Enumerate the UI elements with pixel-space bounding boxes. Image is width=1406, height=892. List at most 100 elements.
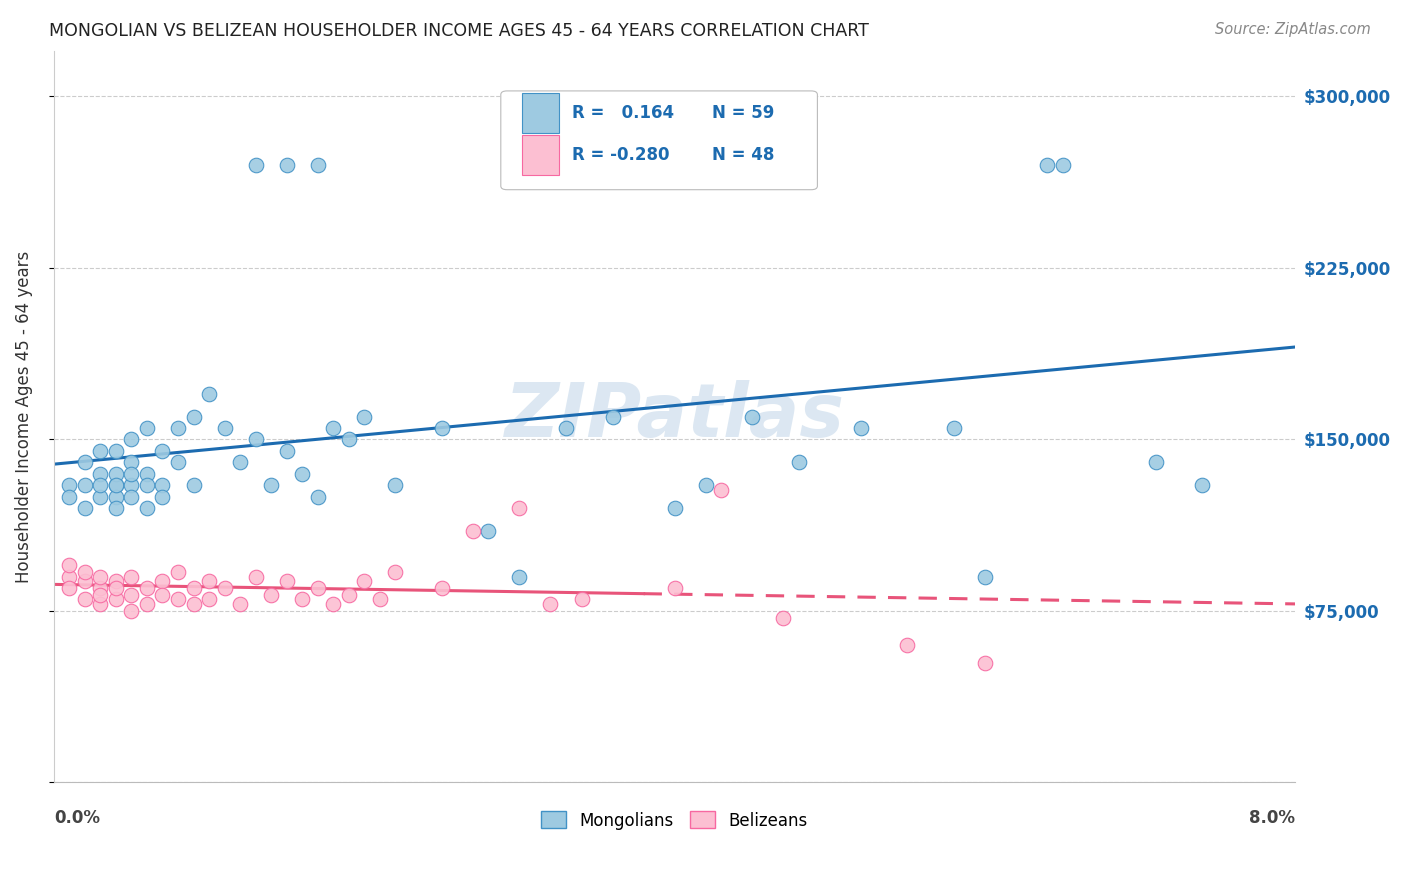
Point bbox=[229, 455, 252, 469]
Point bbox=[89, 490, 111, 504]
Point bbox=[508, 569, 530, 583]
Point bbox=[787, 455, 810, 469]
Point bbox=[245, 433, 267, 447]
Point bbox=[229, 597, 252, 611]
Point bbox=[120, 490, 142, 504]
Point bbox=[183, 581, 205, 595]
Text: N = 59: N = 59 bbox=[711, 103, 775, 122]
Point bbox=[322, 597, 344, 611]
Point bbox=[664, 581, 686, 595]
Point bbox=[120, 455, 142, 469]
Point bbox=[214, 421, 236, 435]
Point bbox=[461, 524, 484, 538]
Point bbox=[353, 409, 375, 424]
Point bbox=[1052, 158, 1074, 172]
Point bbox=[508, 500, 530, 515]
Point bbox=[198, 592, 221, 607]
Point bbox=[183, 478, 205, 492]
Point bbox=[245, 158, 267, 172]
Point bbox=[664, 158, 686, 172]
Point bbox=[89, 478, 111, 492]
Point bbox=[104, 500, 127, 515]
Point bbox=[58, 581, 80, 595]
Point bbox=[104, 467, 127, 481]
Point bbox=[291, 592, 314, 607]
Point bbox=[1144, 455, 1167, 469]
Point bbox=[58, 490, 80, 504]
Point bbox=[167, 592, 190, 607]
Point bbox=[307, 581, 329, 595]
Point bbox=[152, 588, 174, 602]
Point bbox=[58, 558, 80, 573]
Point bbox=[664, 500, 686, 515]
Point bbox=[89, 588, 111, 602]
Point bbox=[167, 455, 190, 469]
Point bbox=[104, 490, 127, 504]
Point bbox=[104, 478, 127, 492]
Point bbox=[58, 569, 80, 583]
Point bbox=[152, 574, 174, 589]
Bar bbox=[522, 135, 560, 175]
Point bbox=[73, 565, 96, 579]
Legend: Mongolians, Belizeans: Mongolians, Belizeans bbox=[534, 805, 814, 836]
Point bbox=[943, 421, 966, 435]
Point bbox=[384, 565, 406, 579]
Point bbox=[276, 443, 298, 458]
Point bbox=[198, 386, 221, 401]
Text: R =   0.164: R = 0.164 bbox=[572, 103, 673, 122]
Point bbox=[104, 592, 127, 607]
Point bbox=[772, 611, 794, 625]
Point bbox=[353, 574, 375, 589]
Point bbox=[974, 657, 997, 671]
Point bbox=[1036, 158, 1059, 172]
Point bbox=[849, 421, 872, 435]
Text: 0.0%: 0.0% bbox=[53, 808, 100, 827]
Point bbox=[555, 421, 578, 435]
Point bbox=[136, 478, 159, 492]
Point bbox=[73, 455, 96, 469]
Point bbox=[664, 158, 686, 172]
Point bbox=[167, 421, 190, 435]
Point bbox=[337, 433, 360, 447]
Point bbox=[136, 500, 159, 515]
Bar bbox=[522, 93, 560, 133]
Point bbox=[136, 421, 159, 435]
Point bbox=[120, 569, 142, 583]
Point bbox=[198, 574, 221, 589]
Point bbox=[540, 597, 562, 611]
Point bbox=[260, 588, 283, 602]
Point bbox=[89, 569, 111, 583]
Point bbox=[183, 597, 205, 611]
Point bbox=[104, 478, 127, 492]
Point bbox=[307, 490, 329, 504]
Point bbox=[974, 569, 997, 583]
Point bbox=[291, 467, 314, 481]
Point bbox=[214, 581, 236, 595]
Point bbox=[695, 478, 717, 492]
Text: R = -0.280: R = -0.280 bbox=[572, 146, 669, 164]
Point bbox=[710, 483, 733, 497]
Point bbox=[1191, 478, 1213, 492]
Point bbox=[89, 467, 111, 481]
Point bbox=[183, 409, 205, 424]
Point bbox=[89, 597, 111, 611]
Point bbox=[167, 565, 190, 579]
Text: Source: ZipAtlas.com: Source: ZipAtlas.com bbox=[1215, 22, 1371, 37]
Y-axis label: Householder Income Ages 45 - 64 years: Householder Income Ages 45 - 64 years bbox=[15, 251, 32, 582]
Text: N = 48: N = 48 bbox=[711, 146, 775, 164]
Point bbox=[152, 478, 174, 492]
Point bbox=[337, 588, 360, 602]
Point bbox=[322, 421, 344, 435]
Point bbox=[276, 158, 298, 172]
Point bbox=[430, 421, 453, 435]
Point bbox=[430, 581, 453, 595]
Point bbox=[73, 500, 96, 515]
Point bbox=[307, 158, 329, 172]
Point bbox=[104, 581, 127, 595]
Text: 8.0%: 8.0% bbox=[1250, 808, 1295, 827]
Point bbox=[73, 478, 96, 492]
Text: ZIPatlas: ZIPatlas bbox=[505, 380, 845, 453]
Point bbox=[602, 409, 624, 424]
Point bbox=[896, 638, 918, 652]
Point bbox=[120, 467, 142, 481]
